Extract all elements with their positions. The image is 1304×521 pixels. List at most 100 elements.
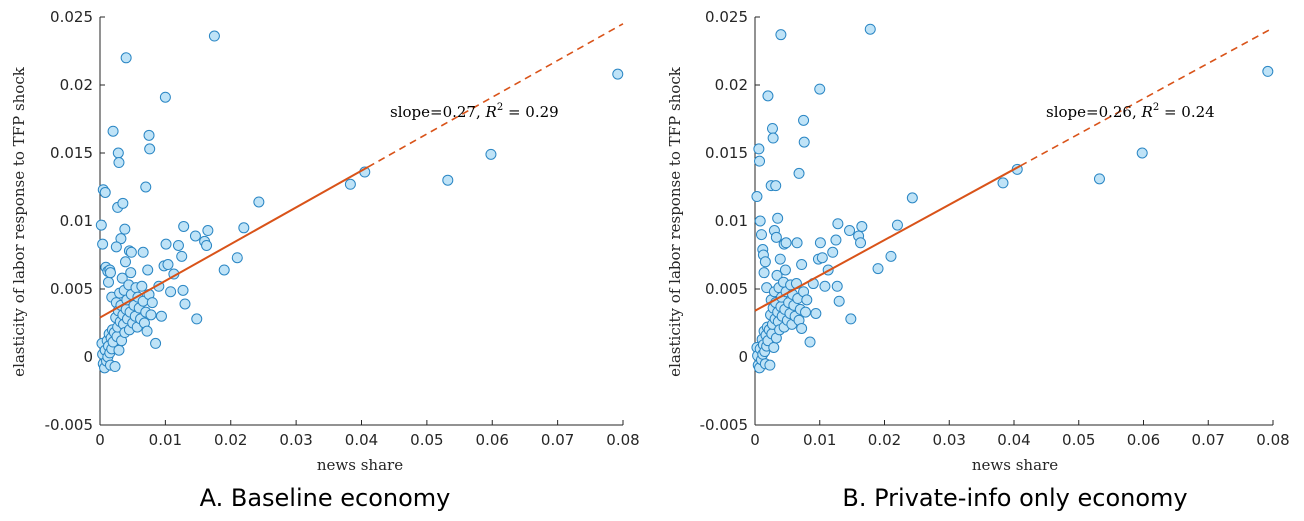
data-point bbox=[202, 225, 214, 237]
data-point bbox=[814, 83, 826, 95]
data-point bbox=[759, 256, 771, 268]
data-point bbox=[113, 157, 125, 169]
data-point bbox=[906, 192, 918, 204]
fit-line-extension bbox=[1020, 27, 1274, 167]
data-point bbox=[208, 30, 220, 42]
data-point bbox=[767, 132, 779, 144]
y-tick-label: 0.025 bbox=[705, 8, 748, 26]
data-point bbox=[119, 223, 131, 235]
x-tick-label: 0.05 bbox=[1062, 431, 1095, 449]
data-point bbox=[160, 238, 172, 250]
data-point bbox=[176, 250, 188, 262]
data-point bbox=[856, 220, 868, 232]
data-point bbox=[804, 336, 816, 348]
data-point bbox=[798, 114, 810, 126]
data-point bbox=[116, 272, 128, 284]
x-tick-label: 0.06 bbox=[1127, 431, 1160, 449]
x-axis-label: news share bbox=[317, 456, 403, 474]
data-point bbox=[755, 229, 767, 241]
panel-caption: B. Private-info only economy bbox=[842, 484, 1187, 512]
data-point bbox=[442, 174, 454, 186]
data-point bbox=[1093, 173, 1105, 185]
data-point bbox=[119, 256, 131, 268]
r-squared-exponent: 2 bbox=[497, 102, 503, 113]
data-point bbox=[798, 136, 810, 148]
data-point bbox=[146, 297, 158, 309]
data-point bbox=[253, 196, 265, 208]
x-tick-label: 0.01 bbox=[149, 431, 182, 449]
data-point bbox=[1262, 65, 1274, 77]
r-squared-symbol: R bbox=[485, 103, 497, 121]
data-point bbox=[780, 237, 792, 249]
fit-line-solid bbox=[754, 164, 1021, 312]
data-point bbox=[218, 264, 230, 276]
data-point bbox=[155, 310, 167, 322]
data-point bbox=[113, 344, 125, 356]
data-point bbox=[800, 306, 812, 318]
y-tick-label: 0.015 bbox=[50, 144, 93, 162]
data-point bbox=[142, 264, 154, 276]
data-point bbox=[770, 180, 782, 192]
data-point bbox=[110, 241, 122, 253]
data-point bbox=[845, 313, 857, 325]
data-point bbox=[107, 125, 119, 137]
y-tick-label: 0.015 bbox=[705, 144, 748, 162]
x-tick-label: 0.02 bbox=[214, 431, 247, 449]
x-tick-label: 0.04 bbox=[345, 431, 378, 449]
data-point bbox=[238, 222, 250, 234]
data-point bbox=[872, 263, 884, 275]
data-point bbox=[793, 167, 805, 179]
r-squared-value: = 0.24 bbox=[1159, 103, 1215, 121]
x-tick-label: 0.03 bbox=[279, 431, 312, 449]
axis-ticks: 0 0.01 0.02 0.03 0.04 0.05 0.06 0.07 0.08-0.0050… bbox=[45, 8, 640, 449]
data-point bbox=[753, 143, 765, 155]
data-point bbox=[136, 280, 148, 292]
x-tick-label: 0.01 bbox=[803, 431, 836, 449]
data-point bbox=[770, 231, 782, 243]
x-tick-label: 0.02 bbox=[868, 431, 901, 449]
data-point bbox=[791, 237, 803, 249]
data-point bbox=[758, 267, 770, 279]
data-point bbox=[816, 252, 828, 264]
data-point bbox=[779, 264, 791, 276]
slope-text: slope=0.27, bbox=[390, 103, 486, 121]
x-tick-label: 0.08 bbox=[1256, 431, 1289, 449]
data-point bbox=[768, 341, 780, 353]
data-point bbox=[833, 295, 845, 307]
data-point bbox=[1136, 147, 1148, 159]
data-point bbox=[117, 197, 129, 209]
data-point bbox=[772, 212, 784, 224]
data-point bbox=[830, 234, 842, 246]
data-point bbox=[775, 29, 787, 41]
data-point bbox=[177, 284, 189, 296]
r-squared-symbol: R bbox=[1141, 103, 1153, 121]
x-tick-label: 0.07 bbox=[541, 431, 574, 449]
data-point bbox=[165, 286, 177, 298]
data-point bbox=[810, 307, 822, 319]
data-point bbox=[104, 267, 116, 279]
data-point bbox=[751, 191, 763, 203]
data-point bbox=[801, 294, 813, 306]
x-tick-label: 0.06 bbox=[476, 431, 509, 449]
fit-annotation: slope=0.27, R2 = 0.29 bbox=[390, 102, 559, 121]
fit-annotation: slope=0.26, R2 = 0.24 bbox=[1046, 102, 1215, 121]
y-axis-label: elasticity of labor response to TFP shoc… bbox=[10, 66, 28, 377]
data-point bbox=[102, 276, 114, 288]
data-point bbox=[831, 280, 843, 292]
r-squared-value: = 0.29 bbox=[503, 103, 559, 121]
data-point bbox=[143, 129, 155, 141]
data-point bbox=[178, 220, 190, 232]
y-tick-label: 0.01 bbox=[60, 212, 93, 230]
x-tick-label: 0.08 bbox=[606, 431, 639, 449]
data-point bbox=[189, 230, 201, 242]
data-point bbox=[125, 246, 137, 258]
data-point bbox=[115, 233, 127, 245]
y-tick-label: -0.005 bbox=[45, 416, 93, 434]
y-tick-label: 0.02 bbox=[715, 76, 748, 94]
data-point bbox=[891, 219, 903, 231]
data-point bbox=[754, 155, 766, 167]
panel-a-chart: elasticity of labor response to TFP shoc… bbox=[10, 8, 640, 512]
panel-caption: A. Baseline economy bbox=[200, 484, 451, 512]
data-point bbox=[754, 215, 766, 227]
